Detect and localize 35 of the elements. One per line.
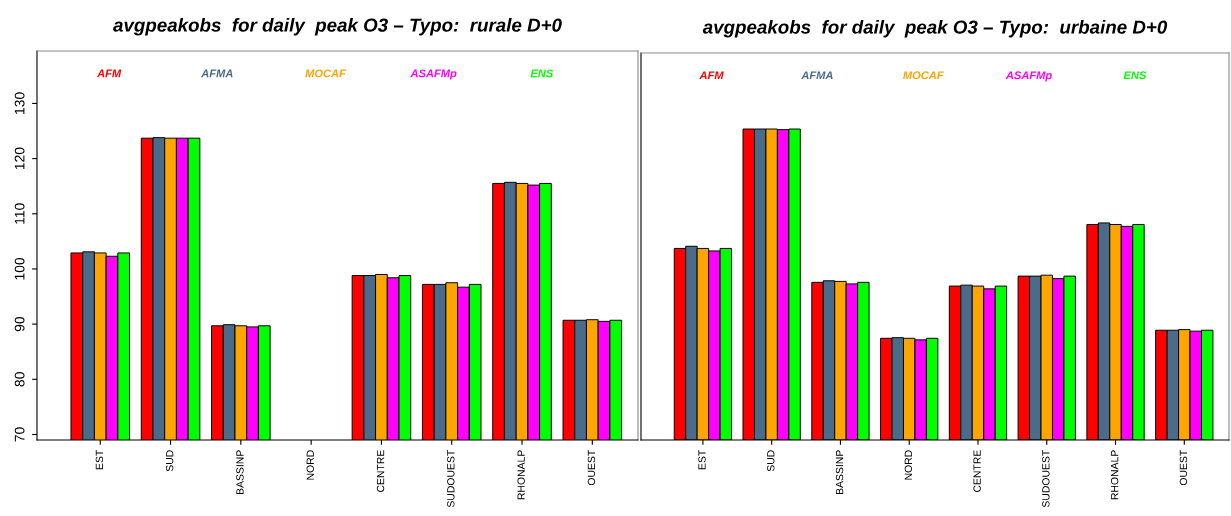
x-tick-label: SUD	[767, 450, 775, 472]
x-tick-label: SUDOUEST	[1042, 449, 1050, 508]
chart-title: avgpeakobs for daily peak O3 – Typo: rurale D+0	[113, 17, 562, 36]
y-tick-label: 120	[14, 147, 25, 170]
x-tick-label: NORD	[904, 450, 913, 480]
text: ASAFMp	[1005, 71, 1052, 82]
chart-title: avgpeakobs for daily peak O3 – Typo: urbaine D+0	[702, 19, 1168, 38]
y-tick-label: 100	[14, 257, 25, 280]
x-tick-label: OUEST	[587, 449, 596, 486]
x-tick-label: CENTRE	[376, 450, 385, 493]
text: AFMA	[801, 71, 833, 80]
y-tick-label: 110	[14, 203, 25, 224]
x-tick-label: CENTRE	[973, 450, 981, 493]
text: ENS	[530, 69, 554, 78]
text: AFM	[96, 69, 122, 78]
x-tick-label: EST	[698, 449, 706, 470]
x-tick-label: EST	[95, 449, 104, 470]
x-tick-label: OUEST	[1179, 449, 1188, 486]
y-tick-label: 70	[14, 427, 25, 442]
y-tick-label: 80	[14, 372, 25, 387]
text: ASAFMp	[410, 69, 457, 80]
x-tick-label: BASSINP	[835, 450, 844, 495]
y-tick-label: 130	[14, 92, 25, 114]
text: AFMA	[201, 69, 233, 78]
text: ENS	[1123, 71, 1147, 80]
x-tick-label: RHONALP	[517, 450, 525, 500]
x-tick-label: NORD	[306, 450, 314, 480]
x-tick-label: BASSINP	[236, 450, 244, 495]
x-tick-label: SUDOUEST	[447, 449, 455, 508]
text: MOCAF	[903, 71, 944, 80]
x-tick-label: RHONALP	[1110, 450, 1119, 500]
text: AFM	[699, 71, 724, 80]
text: MOCAF	[305, 69, 347, 78]
x-tick-label: SUD	[165, 450, 174, 472]
y-tick-label: 90	[14, 316, 25, 332]
